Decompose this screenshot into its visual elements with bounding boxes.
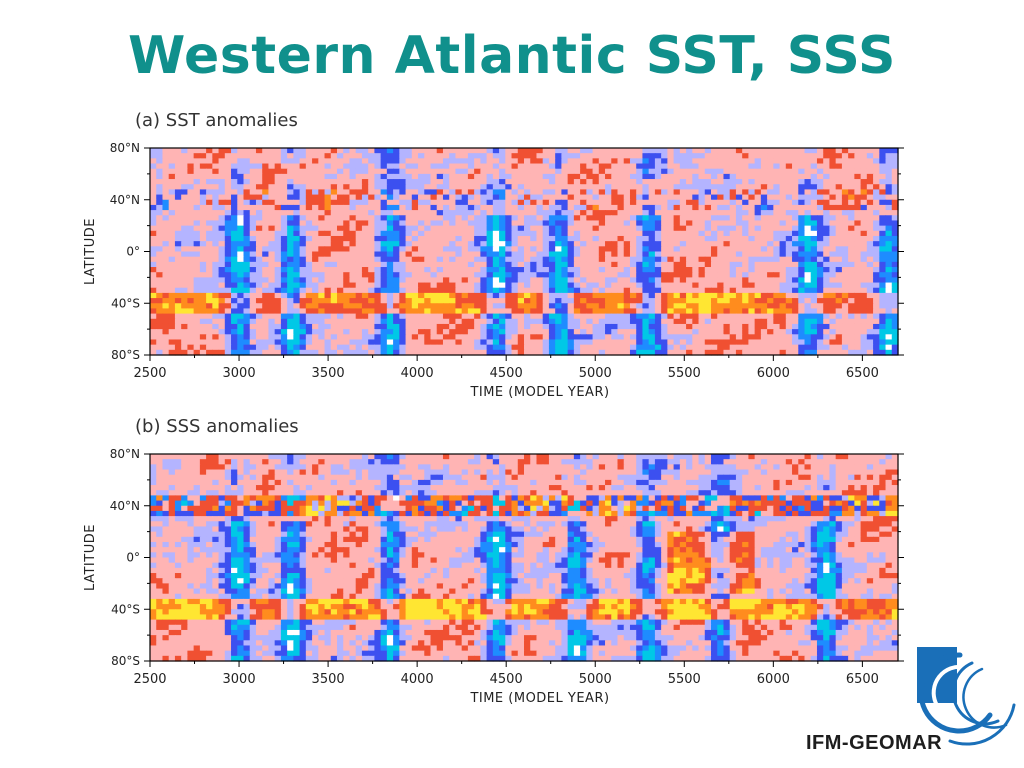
x-tick-label: 4000: [401, 672, 434, 687]
anomaly-field: [150, 454, 899, 662]
x-tick-label: 5500: [668, 672, 701, 687]
x-tick-label: 2500: [133, 672, 166, 687]
x-tick-label: 3000: [223, 672, 256, 687]
x-tick-label: 4500: [490, 366, 523, 381]
x-tick-label: 5500: [668, 366, 701, 381]
logo-text: IFM-GEOMAR: [806, 732, 943, 754]
panel-title: (a) SST anomalies: [135, 110, 298, 131]
y-tick-label: 0°: [126, 551, 140, 565]
y-tick-label: 80°S: [111, 654, 140, 668]
slide-title: Western Atlantic SST, SSS: [128, 26, 896, 86]
x-tick-label: 6000: [757, 672, 790, 687]
x-tick-label: 6500: [846, 366, 879, 381]
y-tick-label: 80°N: [110, 141, 140, 155]
x-tick-label: 5000: [579, 672, 612, 687]
y-tick-label: 40°S: [111, 296, 140, 310]
y-tick-label: 0°: [126, 245, 140, 259]
x-axis-title: TIME (MODEL YEAR): [469, 385, 609, 400]
sss-anomalies-panel: (b) SSS anomalies 80°N 40°N 0° 40°S 80°S 2500…: [80, 416, 920, 721]
x-tick-label: 2500: [133, 366, 166, 381]
y-tick-label: 40°S: [111, 602, 140, 616]
x-tick-label: 3000: [223, 366, 256, 381]
y-tick-label: 80°S: [111, 348, 140, 362]
x-tick-label: 6500: [846, 672, 879, 687]
x-tick-label: 4000: [401, 366, 434, 381]
anomaly-field: [150, 148, 899, 356]
y-tick-label: 40°N: [110, 193, 140, 207]
x-tick-label: 3500: [312, 366, 345, 381]
ifm-geomar-logo-icon: [917, 647, 1016, 746]
panel-title: (b) SSS anomalies: [135, 416, 299, 437]
x-tick-label: 6000: [757, 366, 790, 381]
x-axis-title: TIME (MODEL YEAR): [469, 691, 609, 706]
x-tick-label: 5000: [579, 366, 612, 381]
x-tick-label: 3500: [312, 672, 345, 687]
x-tick-label: 4500: [490, 672, 523, 687]
y-axis-title: LATITUDE: [83, 218, 98, 285]
y-tick-label: 40°N: [110, 499, 140, 513]
sst-anomalies-chart: 80°N 40°N 0° 40°S 80°S 2500 3000 3500 4000 4500 50…: [83, 141, 904, 400]
sss-anomalies-chart: 80°N 40°N 0° 40°S 80°S 2500 3000 3500 4000 4500 50…: [83, 447, 904, 706]
y-axis-title: LATITUDE: [83, 524, 98, 591]
sst-anomalies-panel: (a) SST anomalies 80°N 40°N 0° 40°S 80°S 2500…: [80, 110, 920, 415]
y-tick-label: 80°N: [110, 447, 140, 461]
